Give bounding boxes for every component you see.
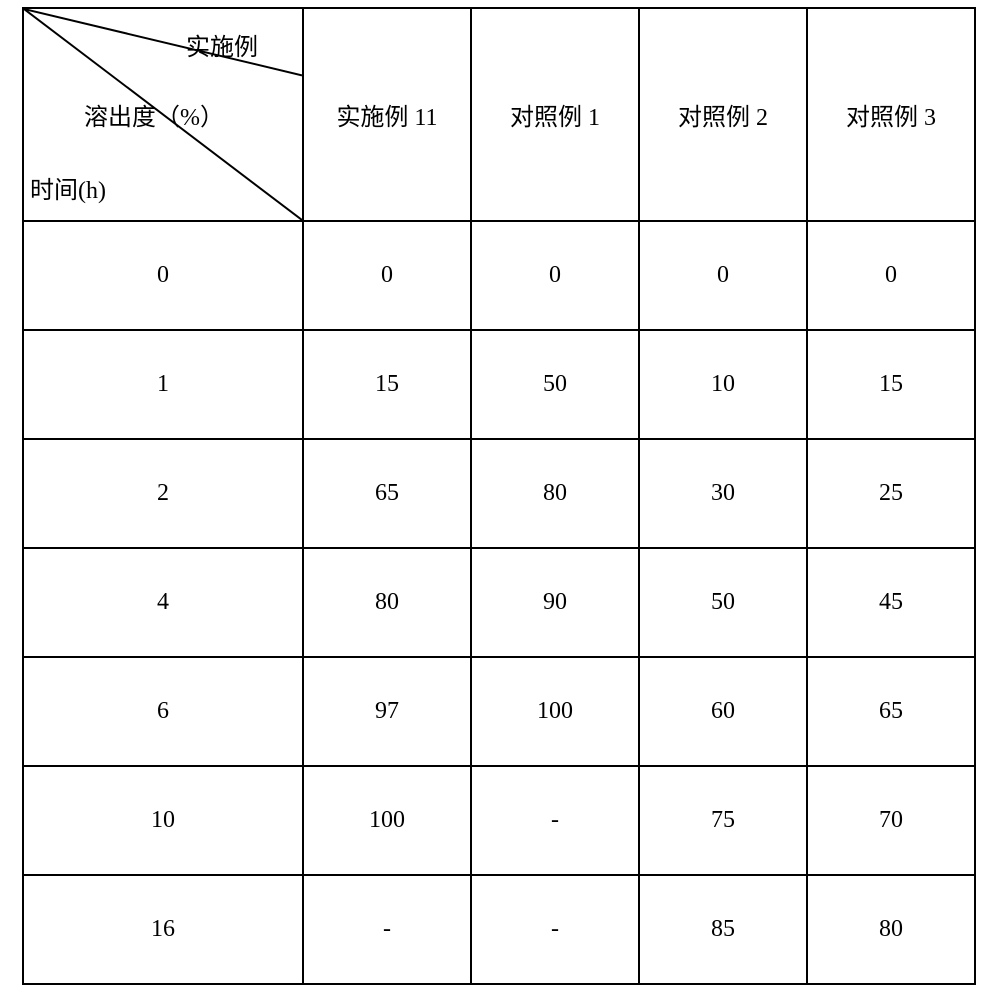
data-cell: 15 <box>807 330 975 439</box>
data-cell: 65 <box>807 657 975 766</box>
dissolution-table: 实施例 溶出度（%） 时间(h) 实施例 11 对照例 1 对照例 2 对照例 … <box>22 7 976 985</box>
time-cell: 16 <box>23 875 303 984</box>
data-cell: 100 <box>471 657 639 766</box>
table-row: 6 97 100 60 65 <box>23 657 975 766</box>
table-row: 0 0 0 0 0 <box>23 221 975 330</box>
data-cell: - <box>471 875 639 984</box>
data-cell: 80 <box>471 439 639 548</box>
data-cell: 0 <box>639 221 807 330</box>
time-cell: 1 <box>23 330 303 439</box>
table-row: 2 65 80 30 25 <box>23 439 975 548</box>
column-header: 对照例 1 <box>471 8 639 221</box>
time-cell: 2 <box>23 439 303 548</box>
data-cell: 25 <box>807 439 975 548</box>
data-cell: 80 <box>303 548 471 657</box>
header-label-time: 时间(h) <box>30 170 106 205</box>
data-cell: 100 <box>303 766 471 875</box>
data-cell: 75 <box>639 766 807 875</box>
data-cell: 10 <box>639 330 807 439</box>
time-cell: 6 <box>23 657 303 766</box>
data-cell: 97 <box>303 657 471 766</box>
data-cell: 30 <box>639 439 807 548</box>
table-row: 1 15 50 10 15 <box>23 330 975 439</box>
data-cell: 0 <box>807 221 975 330</box>
column-header: 对照例 2 <box>639 8 807 221</box>
table-header-row: 实施例 溶出度（%） 时间(h) 实施例 11 对照例 1 对照例 2 对照例 … <box>23 8 975 221</box>
data-cell: 15 <box>303 330 471 439</box>
header-label-dissolution: 溶出度（%） <box>84 97 224 132</box>
diagonal-header-cell: 实施例 溶出度（%） 时间(h) <box>23 8 303 221</box>
data-cell: 50 <box>639 548 807 657</box>
data-cell: 85 <box>639 875 807 984</box>
column-header: 实施例 11 <box>303 8 471 221</box>
data-cell: 70 <box>807 766 975 875</box>
time-cell: 10 <box>23 766 303 875</box>
data-cell: 45 <box>807 548 975 657</box>
data-cell: 0 <box>471 221 639 330</box>
data-cell: - <box>471 766 639 875</box>
header-label-example: 实施例 <box>186 27 258 62</box>
table-row: 16 - - 85 80 <box>23 875 975 984</box>
data-cell: 0 <box>303 221 471 330</box>
time-cell: 4 <box>23 548 303 657</box>
data-cell: 90 <box>471 548 639 657</box>
data-cell: 80 <box>807 875 975 984</box>
data-cell: 65 <box>303 439 471 548</box>
data-cell: - <box>303 875 471 984</box>
column-header: 对照例 3 <box>807 8 975 221</box>
data-cell: 60 <box>639 657 807 766</box>
table-row: 10 100 - 75 70 <box>23 766 975 875</box>
table-row: 4 80 90 50 45 <box>23 548 975 657</box>
time-cell: 0 <box>23 221 303 330</box>
data-cell: 50 <box>471 330 639 439</box>
